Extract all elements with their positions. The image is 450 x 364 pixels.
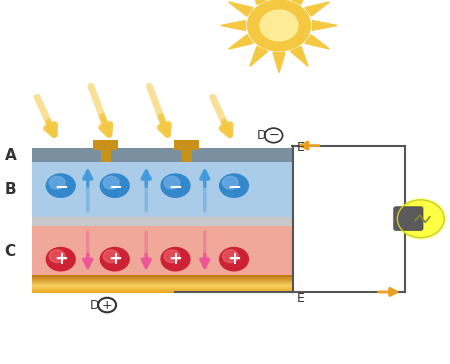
Text: −: − [108, 177, 122, 195]
Circle shape [248, 0, 310, 51]
Text: C: C [4, 244, 16, 259]
Circle shape [161, 174, 190, 197]
Bar [101, 142, 111, 162]
Text: +: + [227, 250, 241, 268]
Circle shape [397, 200, 444, 238]
Text: E: E [297, 141, 305, 154]
Text: A: A [4, 147, 16, 163]
Circle shape [220, 174, 248, 197]
Text: B: B [4, 182, 16, 197]
Text: −: − [54, 177, 68, 195]
Text: +: + [169, 250, 182, 268]
Circle shape [222, 176, 239, 189]
Circle shape [100, 174, 129, 197]
Text: −: − [227, 177, 241, 195]
Polygon shape [220, 20, 246, 31]
Polygon shape [273, 52, 285, 72]
Bar [94, 141, 118, 150]
Polygon shape [305, 2, 329, 16]
Circle shape [100, 248, 129, 271]
Polygon shape [305, 35, 329, 49]
Bar [32, 226, 293, 276]
Polygon shape [229, 2, 253, 16]
Text: +: + [102, 298, 112, 312]
Bar [32, 217, 293, 226]
Polygon shape [250, 0, 268, 4]
Circle shape [103, 176, 119, 189]
Text: −: − [268, 129, 279, 142]
Polygon shape [290, 0, 308, 4]
Bar [32, 148, 293, 162]
Circle shape [49, 250, 65, 263]
Polygon shape [250, 47, 268, 66]
Circle shape [260, 10, 298, 41]
Circle shape [395, 198, 446, 240]
Circle shape [222, 250, 239, 263]
Circle shape [220, 248, 248, 271]
Bar [174, 141, 199, 150]
Bar [182, 142, 192, 162]
Circle shape [49, 176, 65, 189]
Text: E: E [297, 292, 305, 305]
Bar [32, 162, 293, 217]
Text: D: D [256, 129, 266, 142]
Circle shape [46, 174, 75, 197]
FancyBboxPatch shape [394, 207, 423, 230]
Polygon shape [229, 35, 253, 49]
Circle shape [164, 176, 180, 189]
Circle shape [161, 248, 190, 271]
Text: D: D [90, 298, 99, 312]
Circle shape [46, 248, 75, 271]
Circle shape [103, 250, 119, 263]
Polygon shape [312, 20, 338, 31]
Text: −: − [169, 177, 182, 195]
Circle shape [164, 250, 180, 263]
Text: +: + [108, 250, 122, 268]
Text: +: + [54, 250, 68, 268]
Polygon shape [290, 47, 308, 66]
